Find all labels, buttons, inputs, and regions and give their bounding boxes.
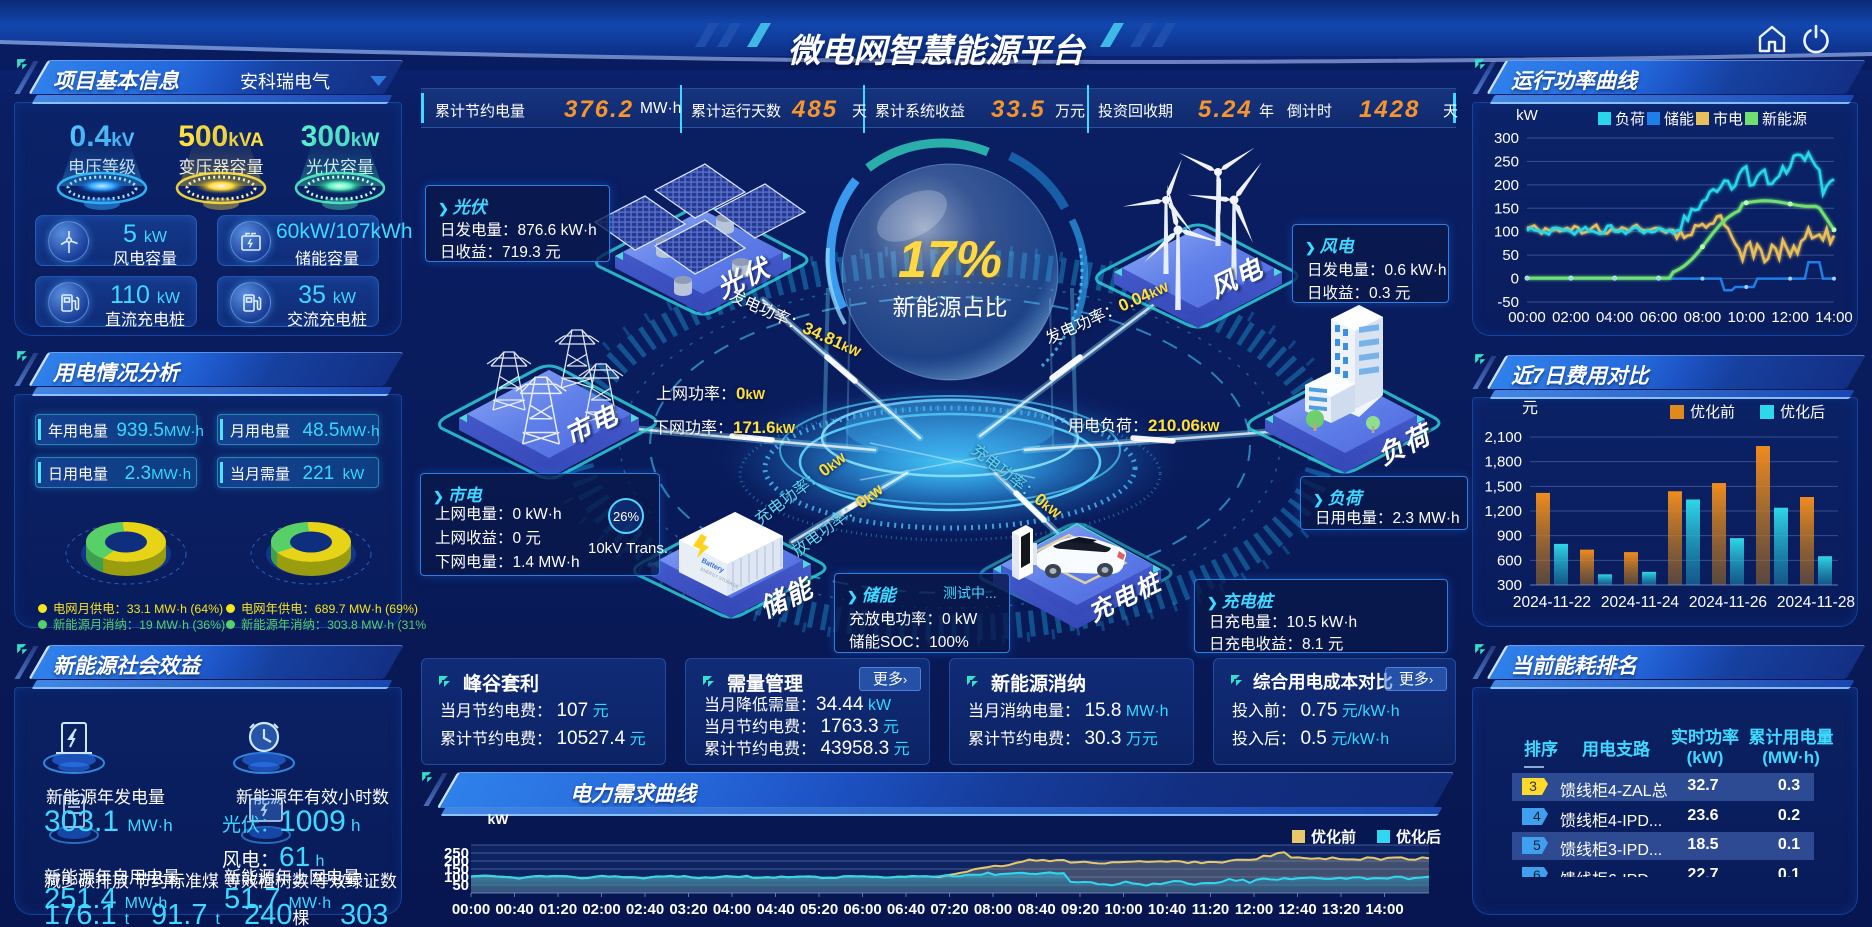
svg-text:6: 6 — [1533, 867, 1541, 877]
svg-text:储能: 储能 — [1664, 111, 1694, 128]
svg-text:kW: kW — [1516, 107, 1539, 124]
svg-text:00:00: 00:00 — [1508, 309, 1546, 326]
svg-text:05:20: 05:20 — [800, 901, 838, 918]
svg-text:元: 元 — [1522, 400, 1538, 417]
svg-text:09:20: 09:20 — [1061, 901, 1099, 918]
svg-text:-50: -50 — [1497, 294, 1519, 311]
svg-text:02:00: 02:00 — [1552, 309, 1590, 326]
svg-text:14:00: 14:00 — [1365, 901, 1403, 918]
svg-text:负荷: 负荷 — [1615, 111, 1645, 128]
svg-text:4: 4 — [1533, 808, 1541, 824]
svg-text:06:40: 06:40 — [887, 901, 925, 918]
svg-text:3: 3 — [1529, 778, 1537, 794]
svg-text:kW: kW — [488, 814, 510, 827]
svg-text:300: 300 — [1497, 577, 1522, 594]
svg-text:优化前: 优化前 — [1690, 404, 1735, 421]
svg-text:50: 50 — [452, 877, 469, 894]
svg-text:03:20: 03:20 — [669, 901, 707, 918]
svg-text:600: 600 — [1497, 552, 1522, 569]
svg-text:1,500: 1,500 — [1484, 478, 1522, 495]
svg-text:12:00: 12:00 — [1771, 309, 1809, 326]
svg-text:0: 0 — [1511, 271, 1519, 288]
svg-text:08:00: 08:00 — [974, 901, 1012, 918]
svg-text:250: 250 — [1494, 153, 1519, 170]
svg-text:2024-11-26: 2024-11-26 — [1689, 594, 1767, 611]
svg-text:08:40: 08:40 — [1017, 901, 1055, 918]
svg-text:900: 900 — [1497, 528, 1522, 545]
svg-text:10:00: 10:00 — [1728, 309, 1766, 326]
svg-text:06:00: 06:00 — [843, 901, 881, 918]
svg-text:100: 100 — [444, 869, 469, 886]
svg-text:2024-11-28: 2024-11-28 — [1777, 594, 1855, 611]
svg-text:5: 5 — [1533, 837, 1541, 853]
svg-text:01:20: 01:20 — [539, 901, 577, 918]
svg-text:150: 150 — [444, 861, 469, 878]
svg-text:12:40: 12:40 — [1278, 901, 1316, 918]
svg-text:1,200: 1,200 — [1484, 503, 1522, 520]
svg-text:02:00: 02:00 — [582, 901, 620, 918]
svg-text:02:40: 02:40 — [626, 901, 664, 918]
svg-text:优化后: 优化后 — [1396, 828, 1441, 846]
svg-text:150: 150 — [1494, 200, 1519, 217]
svg-text:04:00: 04:00 — [713, 901, 751, 918]
svg-text:04:40: 04:40 — [756, 901, 794, 918]
svg-text:08:00: 08:00 — [1684, 309, 1722, 326]
svg-text:2024-11-24: 2024-11-24 — [1601, 594, 1680, 611]
svg-text:新能源: 新能源 — [1762, 111, 1807, 128]
svg-text:100: 100 — [1494, 224, 1519, 241]
svg-text:2024-11-22: 2024-11-22 — [1513, 594, 1591, 611]
svg-text:07:20: 07:20 — [930, 901, 968, 918]
svg-text:04:00: 04:00 — [1596, 309, 1634, 326]
svg-text:200: 200 — [444, 853, 469, 870]
svg-text:2,100: 2,100 — [1484, 429, 1522, 446]
svg-text:50: 50 — [1502, 247, 1519, 264]
svg-text:13:20: 13:20 — [1322, 901, 1360, 918]
svg-text:300: 300 — [1494, 130, 1519, 147]
svg-text:市电: 市电 — [1713, 111, 1743, 128]
svg-text:12:00: 12:00 — [1235, 901, 1273, 918]
svg-text:00:40: 00:40 — [495, 901, 533, 918]
svg-text:200: 200 — [1494, 177, 1519, 194]
svg-text:11:20: 11:20 — [1192, 901, 1230, 918]
svg-text:1,800: 1,800 — [1484, 454, 1522, 471]
svg-text:10:00: 10:00 — [1104, 901, 1142, 918]
svg-text:优化后: 优化后 — [1780, 404, 1825, 421]
svg-text:14:00: 14:00 — [1815, 309, 1853, 326]
svg-text:00:00: 00:00 — [452, 901, 490, 918]
svg-text:06:00: 06:00 — [1640, 309, 1678, 326]
svg-text:优化前: 优化前 — [1311, 828, 1356, 846]
svg-text:250: 250 — [444, 845, 469, 862]
svg-text:10:40: 10:40 — [1148, 901, 1186, 918]
